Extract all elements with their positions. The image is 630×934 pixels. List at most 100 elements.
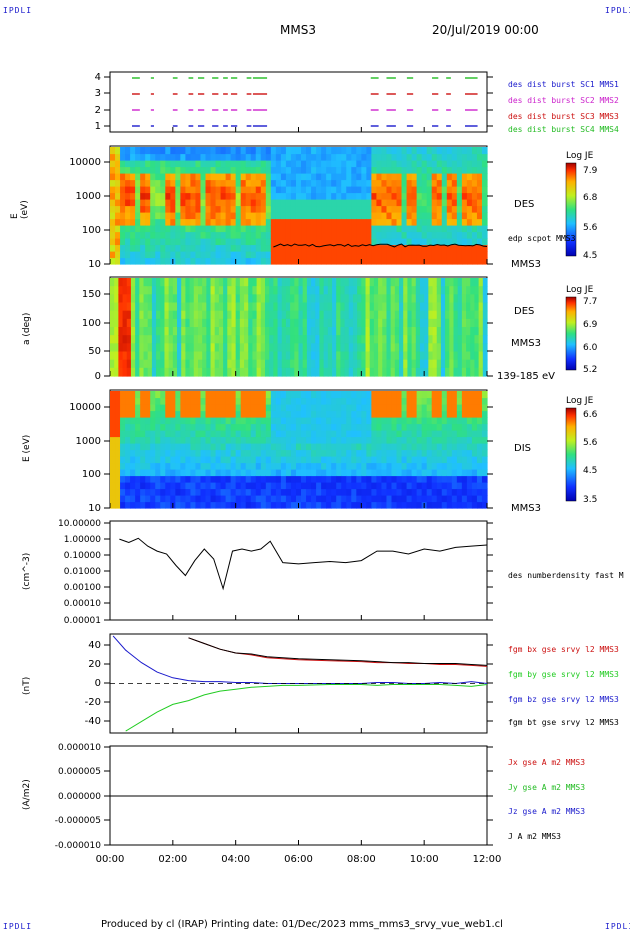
des-pitch-sublabel: MMS3 (511, 338, 541, 349)
field-lines (110, 635, 488, 732)
ytick-label: 1 (95, 121, 101, 132)
ytick-label: 0.000010 (58, 743, 101, 753)
density-panel-frame (109, 520, 488, 621)
ytick-label: 2 (95, 105, 101, 116)
dis-energy-sublabel: MMS3 (511, 503, 541, 514)
ytick-label: 0.10000 (64, 551, 101, 561)
density-legend: des numberdensity fast M (508, 571, 624, 580)
field-legend-bz: fgm bz gse srvy l2 MMS3 (508, 695, 619, 704)
ytick-label: -40 (85, 716, 101, 727)
burst-panel-frame (109, 71, 488, 133)
corner-mark-bottom-right: IPDLI (605, 922, 630, 931)
colorbar-des-energy (565, 162, 577, 257)
burst-intervals (131, 77, 478, 127)
field-legend-bt: fgm bt gse srvy l2 MMS3 (508, 718, 619, 727)
ytick-label: 4 (95, 72, 101, 83)
des-pitch-cbar-tick-2: 6.9 (583, 320, 598, 330)
xtick-label: 06:00 (284, 854, 313, 865)
des-energy-cbar-title: Log JE (566, 151, 594, 161)
current-legend-jx: Jx gse A m2 MMS3 (508, 758, 586, 767)
ytick-label: 100 (82, 225, 101, 236)
ytick-label: 50 (88, 346, 101, 357)
ytick-label: 100 (82, 469, 101, 480)
colorbar-dis-energy (565, 407, 577, 502)
current-ylabel: (A/m2) (22, 779, 32, 810)
ytick-label: 10.00000 (58, 519, 101, 529)
ytick-label: 1000 (76, 191, 101, 202)
ytick-label: 0 (95, 371, 101, 382)
dis-energy-cbar-tick-4: 3.5 (583, 495, 598, 505)
ytick-label: 0.000005 (58, 767, 101, 777)
ytick-label: 1.00000 (64, 535, 101, 545)
ytick-label: 150 (82, 289, 101, 300)
ytick-label: 20 (88, 659, 101, 670)
ytick-label: -20 (85, 697, 101, 708)
burst-legend-mms2: des dist burst SC2 MMS2 (508, 96, 619, 105)
corner-mark-top-right: IPDLI (605, 6, 630, 15)
des-energy-sublabel: MMS3 (511, 259, 541, 270)
footer-text: Produced by cl (IRAP) Printing date: 01/… (101, 919, 503, 930)
xtick-label: 10:00 (410, 854, 439, 865)
ytick-label: 10000 (69, 402, 101, 413)
des-pitch-ylabel: a (deg) (22, 312, 32, 345)
scpot-line (273, 243, 488, 248)
current-legend-jz: Jz gse A m2 MMS3 (508, 807, 586, 816)
des-pitch-cbar-title: Log JE (566, 285, 594, 295)
ytick-label: 0.01000 (64, 567, 101, 577)
des-pitch-cbar-tick-4: 5.2 (583, 365, 598, 375)
xtick-label: 12:00 (473, 854, 502, 865)
dis-energy-cbar-title: Log JE (566, 396, 594, 406)
current-legend-j: J A m2 MMS3 (508, 832, 561, 841)
ytick-label: 100 (82, 318, 101, 329)
burst-legend-mms3: des dist burst SC3 MMS3 (508, 112, 619, 121)
field-ylabel: (nT) (22, 676, 32, 695)
des-energy-cbar-tick-3: 5.6 (583, 223, 598, 233)
density-line (119, 537, 488, 591)
axis-ticks: 4321100001000100101501005001000010001001… (55, 72, 502, 865)
field-series-3 (188, 637, 488, 666)
dis-energy-cbar-tick-1: 6.6 (583, 410, 598, 420)
ytick-label: -0.000005 (55, 816, 101, 826)
des-energy-cbar-tick-1: 7.9 (583, 166, 598, 176)
density-series (119, 537, 488, 591)
des-energy-heatmap (110, 147, 488, 265)
burst-legend-mms4: des dist burst SC4 MMS4 (508, 125, 619, 134)
burst-legend-mms1: des dist burst SC1 MMS1 (508, 80, 619, 89)
date-title: 20/Jul/2019 00:00 (432, 23, 539, 37)
des-pitch-cbar-tick-3: 6.0 (583, 343, 598, 353)
ytick-label: 10000 (69, 157, 101, 168)
ytick-label: 40 (88, 640, 101, 651)
xtick-label: 02:00 (158, 854, 187, 865)
ytick-label: 0.00001 (64, 616, 101, 626)
des-energy-cbar-tick-4: 4.5 (583, 251, 598, 261)
des-pitch-label: DES (514, 306, 535, 317)
dis-energy-ylabel: E (eV) (22, 434, 32, 462)
ytick-label: 10 (88, 503, 101, 514)
dis-energy-cbar-tick-3: 4.5 (583, 466, 598, 476)
spacecraft-title: MMS3 (280, 23, 316, 37)
ytick-label: 0.00100 (64, 583, 101, 593)
field-legend-by: fgm by gse srvy l2 MMS3 (508, 670, 619, 679)
field-series-1 (125, 684, 488, 732)
des-energy-cbar-tick-2: 6.8 (583, 193, 598, 203)
field-legend-bx: fgm bx gse srvy l2 MMS3 (508, 645, 619, 654)
des-pitch-cbar-tick-1: 7.7 (583, 297, 598, 307)
ytick-label: 10 (88, 259, 101, 270)
current-legend-jy: Jy gse A m2 MMS3 (508, 783, 586, 792)
colorbar-des-pitch (565, 296, 577, 371)
xtick-label: 08:00 (347, 854, 376, 865)
density-ylabel: (cm^-3) (22, 552, 32, 590)
ytick-label: 3 (95, 88, 101, 99)
des-pitch-energy-range: 139-185 eV (497, 371, 555, 382)
ytick-label: 0.00010 (64, 599, 101, 609)
corner-mark-bottom-left: IPDLI (3, 922, 33, 931)
ytick-label: 0 (95, 678, 101, 689)
des-energy-label: DES (514, 199, 535, 210)
xtick-label: 04:00 (221, 854, 250, 865)
des-pitch-heatmap (110, 278, 488, 377)
corner-mark-top-left: IPDLI (3, 6, 33, 15)
ytick-label: -0.000010 (55, 841, 101, 851)
dis-energy-cbar-tick-2: 5.6 (583, 438, 598, 448)
ytick-label: 0.000000 (58, 792, 101, 802)
